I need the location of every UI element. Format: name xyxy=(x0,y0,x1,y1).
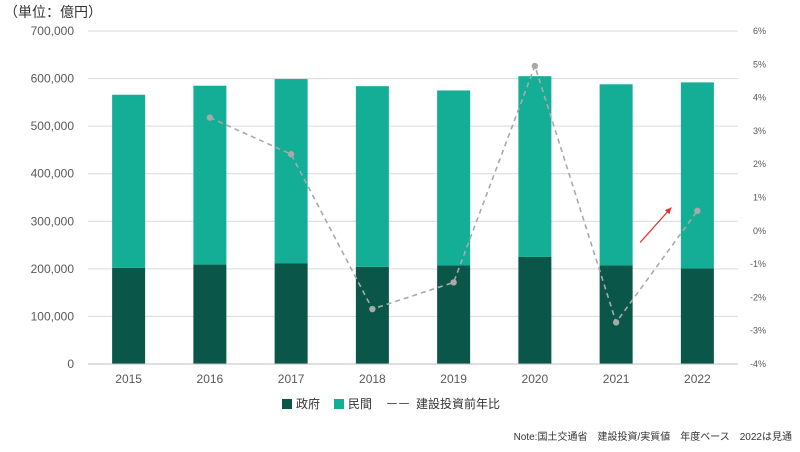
y-tick-label: 700,000 xyxy=(31,24,75,38)
y2-tick-label: -4% xyxy=(750,359,766,369)
yoy-point xyxy=(206,114,214,121)
bar-government xyxy=(680,268,714,364)
legend-label: 民間 xyxy=(348,397,372,411)
y2-tick-label: 2% xyxy=(753,159,766,169)
trend-arrow xyxy=(639,207,672,243)
yoy-point xyxy=(694,207,701,215)
bar-private xyxy=(193,85,227,265)
x-tick-label: 2015 xyxy=(115,372,142,386)
legend-label: 建設投資前年比 xyxy=(416,396,500,411)
bar-government xyxy=(518,256,552,364)
y-tick-label: 0 xyxy=(67,357,74,371)
yoy-point xyxy=(531,62,539,70)
bar-government xyxy=(599,265,633,364)
x-tick-label: 2021 xyxy=(603,372,630,386)
yoy-point xyxy=(287,151,295,158)
unit-label: （単位：億円） xyxy=(4,4,102,20)
legend: 政府 民間 ーー 建設投資前年比 xyxy=(282,396,500,411)
y-tick-label: 400,000 xyxy=(31,167,75,181)
legend-dash-symbol: ーー xyxy=(386,397,410,411)
x-tick-label: 2016 xyxy=(197,372,224,386)
bar-government xyxy=(193,264,227,364)
y-tick-label: 200,000 xyxy=(31,262,75,276)
y2-tick-label: 6% xyxy=(753,26,766,36)
bar-government xyxy=(274,263,308,364)
bar-private xyxy=(599,84,633,266)
x-tick-label: 2022 xyxy=(684,372,711,386)
yoy-point xyxy=(450,279,457,286)
y-tick-label: 600,000 xyxy=(31,72,75,86)
y2-tick-label: -2% xyxy=(750,292,766,302)
y2-tick-label: -1% xyxy=(750,259,766,269)
bar-private xyxy=(518,76,552,257)
annotations xyxy=(639,207,672,243)
bar-private xyxy=(112,94,146,268)
y-tick-label: 100,000 xyxy=(31,309,75,323)
bar-private xyxy=(437,90,471,266)
bar-series xyxy=(112,76,714,364)
x-tick-label: 2020 xyxy=(522,372,549,386)
bar-private xyxy=(355,86,389,267)
y2-tick-label: 5% xyxy=(753,59,766,69)
grid-lines xyxy=(88,30,738,317)
legend-swatch xyxy=(334,399,344,409)
x-tick-label: 2017 xyxy=(278,372,305,386)
source-note: Note:国土交通省 建設投資/実質値 年度ベース 2022は見通 xyxy=(513,432,792,443)
yoy-point xyxy=(612,319,620,326)
y2-tick-label: 1% xyxy=(753,193,766,203)
y2-tick-label: 0% xyxy=(753,226,766,236)
x-tick-label: 2019 xyxy=(440,372,467,386)
bar-government xyxy=(355,266,389,364)
y-tick-label: 500,000 xyxy=(31,119,75,133)
x-tick-label: 2018 xyxy=(359,372,386,386)
y2-tick-label: 3% xyxy=(753,126,766,136)
y2-tick-label: 4% xyxy=(753,93,766,103)
y-tick-label: 300,000 xyxy=(31,214,75,228)
y2-tick-label: -3% xyxy=(750,326,766,336)
yoy-point xyxy=(369,305,376,313)
bar-private xyxy=(274,79,308,264)
legend-label: 政府 xyxy=(296,396,320,411)
trend-arrow-head xyxy=(664,207,672,215)
bar-government xyxy=(112,267,146,364)
bar-private xyxy=(680,82,714,269)
legend-swatch xyxy=(282,399,292,409)
axes: 0 100,000 200,000 300,000 400,000 500,000 600,… xyxy=(31,24,766,386)
yoy-line-series xyxy=(206,62,701,326)
